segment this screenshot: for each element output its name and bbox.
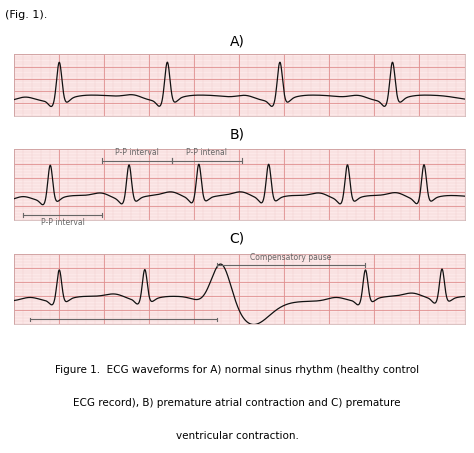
Text: P-P interval: P-P interval [115,148,159,157]
Text: ECG record), B) premature atrial contraction and C) premature: ECG record), B) premature atrial contrac… [73,398,401,408]
Text: ventricular contraction.: ventricular contraction. [175,431,299,441]
Text: P-P intenal: P-P intenal [186,148,227,157]
Text: P-P interval: P-P interval [41,218,84,227]
Text: Compensatory pause: Compensatory pause [250,253,332,262]
Text: A): A) [229,35,245,49]
Text: (Fig. 1).: (Fig. 1). [5,10,47,20]
Text: C): C) [229,232,245,246]
Text: Figure 1.  ECG waveforms for A) normal sinus rhythm (healthy control: Figure 1. ECG waveforms for A) normal si… [55,365,419,375]
Text: B): B) [229,128,245,142]
